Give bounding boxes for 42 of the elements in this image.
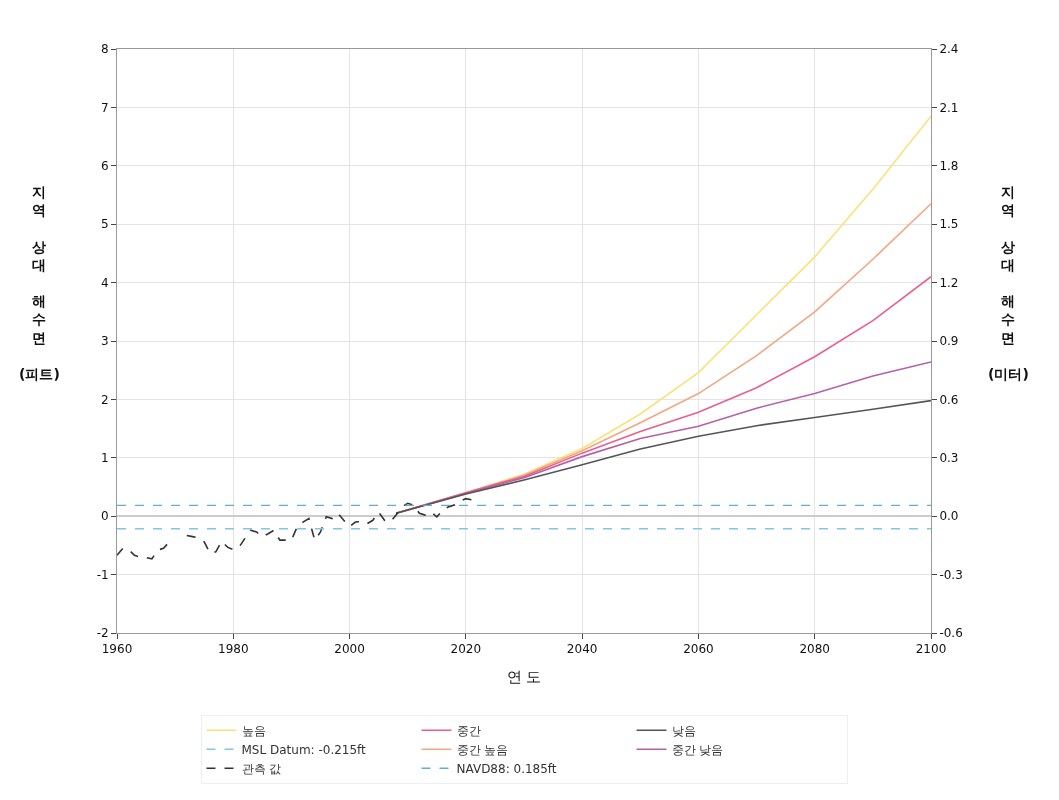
- y-tick-label: -1: [96, 567, 109, 582]
- x-tick-label: 1980: [218, 642, 249, 657]
- y2-tick-label: 0.9: [939, 334, 959, 349]
- y-tick-label: 2: [100, 392, 109, 407]
- x-tick-label: 2040: [566, 642, 598, 657]
- y2-tick-label: 0.6: [939, 392, 959, 407]
- y-tick-label: 7: [100, 100, 109, 115]
- y-tick-label: 1: [100, 451, 109, 465]
- legend-label: 낮음: [671, 723, 696, 738]
- y2-tick-label: -0.3: [939, 567, 963, 582]
- x-tick-label: 2000: [334, 642, 365, 657]
- x-tick-label: 2060: [683, 642, 714, 657]
- x-tick-label: 2080: [799, 642, 830, 657]
- legend-label: MSL Datum: -0.215ft: [241, 742, 367, 757]
- x-axis-title: 연 도: [506, 668, 542, 687]
- y-tick-label: 0: [100, 509, 109, 524]
- legend-label: 중간: [456, 723, 481, 738]
- y2-tick-label: 1.2: [939, 275, 959, 290]
- y-tick-label: 3: [100, 334, 109, 349]
- y2-tick-label: 1.5: [939, 217, 959, 232]
- y-tick-label: 6: [100, 159, 109, 173]
- legend-label: NAVD88: 0.185ft: [456, 761, 557, 776]
- x-tick-label: 1960: [101, 642, 133, 657]
- text: 지역 상대 해수면 (미터): [988, 184, 1029, 382]
- y2-tick-label: 0.3: [939, 451, 959, 465]
- text: 지역 상대 해수면 (피트): [19, 184, 60, 382]
- y2-tick-label: 2.1: [939, 100, 959, 115]
- legend-label: 중간 높음: [456, 742, 509, 757]
- y2-tick-label: 0.0: [939, 509, 959, 524]
- y2-tick-label: 2.4: [939, 42, 959, 57]
- legend-label: 중간 낮음: [671, 742, 724, 757]
- line-series: [395, 399, 931, 515]
- legend-label: 관측 값: [241, 761, 282, 776]
- y-tick-label: 8: [100, 42, 109, 57]
- legend-label: 높음: [241, 723, 266, 738]
- y-tick-label: 4: [100, 275, 109, 290]
- y-tick-label: 5: [100, 217, 109, 232]
- x-tick-label: 2020: [450, 642, 482, 657]
- y2-tick-label: -0.6: [939, 626, 963, 641]
- x-tick-label: 2100: [915, 642, 947, 657]
- y2-tick-label: 1.8: [939, 159, 959, 173]
- y-tick-label: -2: [96, 626, 109, 641]
